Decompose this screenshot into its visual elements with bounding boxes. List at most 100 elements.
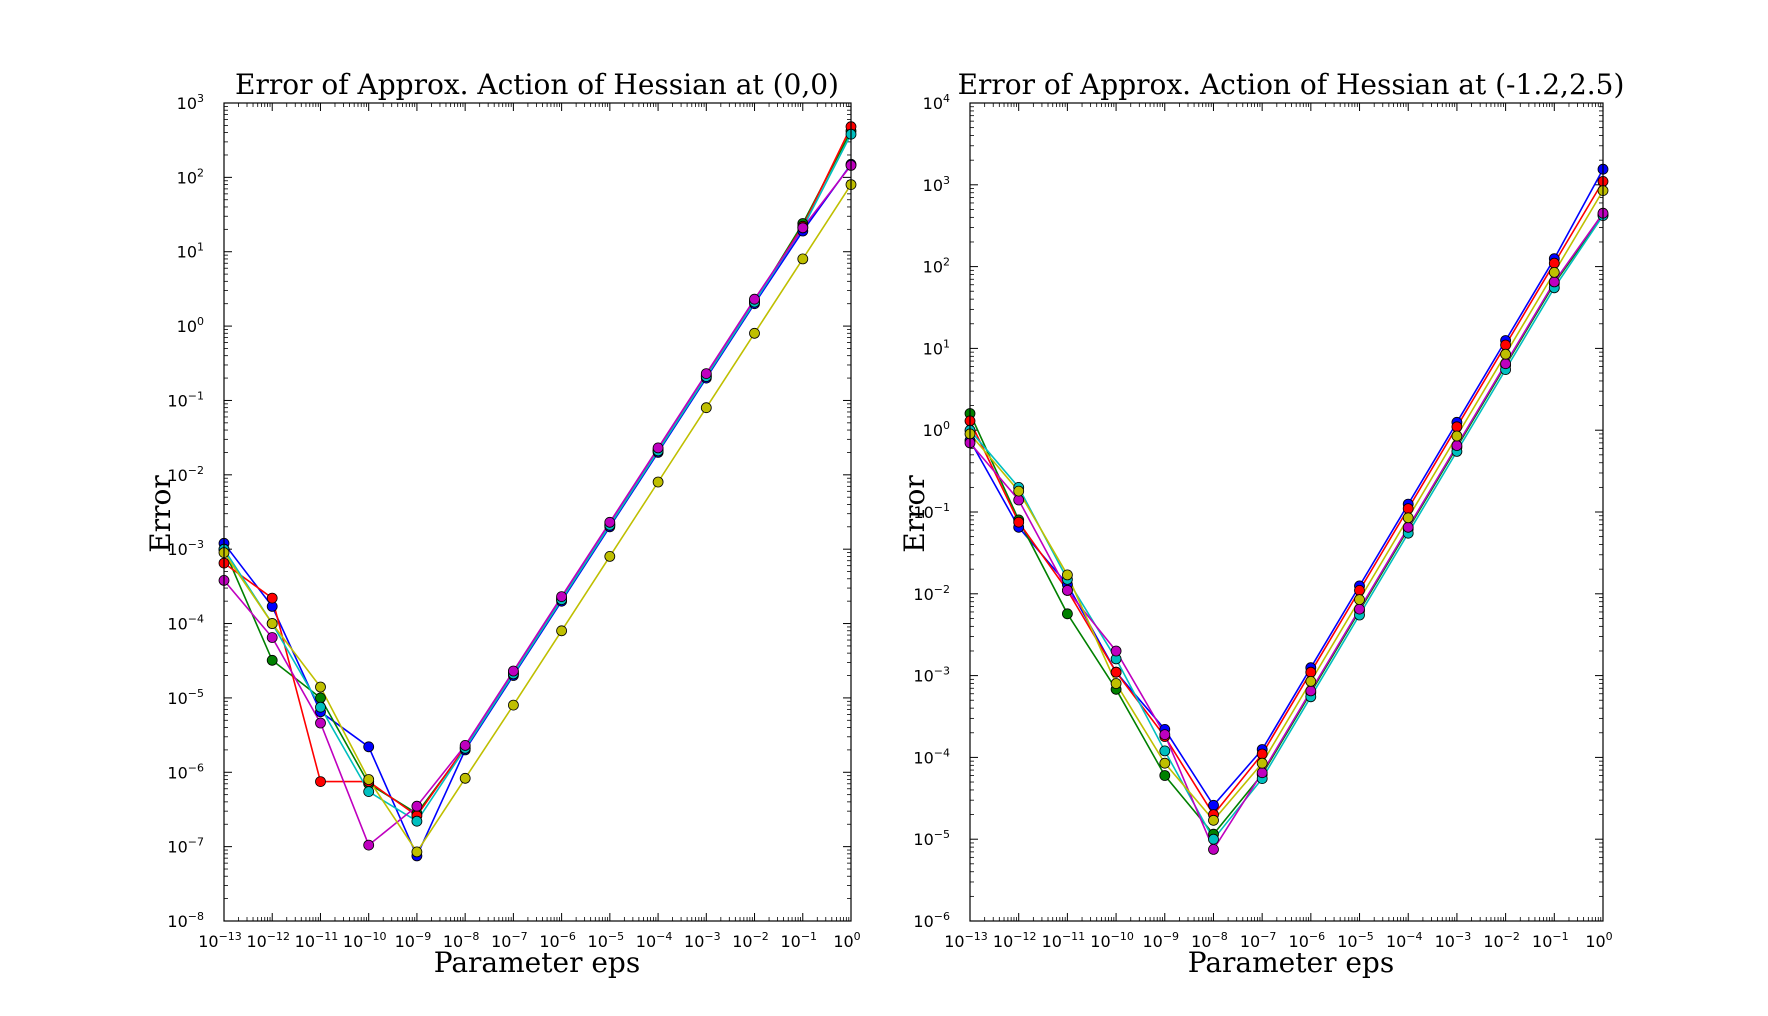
left-y-tick-label: 10−1 (167, 389, 204, 410)
left-x-tick-label: 10−10 (343, 930, 387, 951)
right-series-3-point (1305, 666, 1317, 678)
left-series-5-point (700, 368, 712, 380)
right-x-tick-label: 10−5 (1337, 930, 1374, 951)
left-x-tick-label: 10−1 (780, 930, 817, 951)
right-chart-y-axis-label: Error (898, 475, 931, 553)
left-x-tick-label: 10−5 (588, 930, 625, 951)
left-y-tick-label: 10−2 (167, 464, 204, 485)
right-series-5-point (1256, 767, 1268, 779)
left-y-tick-label: 10−7 (167, 836, 204, 857)
right-x-tick-label: 100 (1585, 930, 1612, 951)
right-x-tick-label: 10−8 (1191, 930, 1228, 951)
right-series-5-point (1500, 358, 1511, 370)
left-y-tick-label: 10−5 (167, 687, 204, 708)
left-x-tick-label: 10−2 (732, 930, 769, 951)
left-series-4-point (315, 701, 326, 713)
left-y-tick-label: 101 (177, 241, 204, 262)
left-x-tick-label: 10−3 (684, 930, 721, 951)
left-series-5-point (363, 839, 375, 851)
left-y-tick-label: 10−8 (167, 910, 204, 931)
right-series-6-point (1159, 757, 1171, 769)
right-series-5-point (1354, 603, 1365, 615)
right-x-tick-label: 10−7 (1240, 930, 1277, 951)
left-series-6-point (652, 476, 664, 488)
right-series-line-3 (969, 180, 1604, 816)
right-chart-plot-frame (969, 102, 1604, 922)
right-series-5-point (1305, 685, 1317, 697)
left-x-tick-label: 10−13 (198, 930, 242, 951)
left-series-4-point (363, 786, 375, 797)
right-series-3-point (1451, 421, 1463, 433)
right-series-2-point (1062, 608, 1073, 620)
left-chart-plot-frame (223, 102, 852, 922)
right-x-tick-label: 10−12 (993, 930, 1037, 951)
right-series-3-point (1548, 257, 1560, 269)
right-y-tick-label: 10−6 (913, 910, 950, 931)
left-series-5-point (604, 516, 616, 528)
right-series-line-6 (969, 190, 1604, 822)
right-series-5-point (1110, 645, 1122, 657)
right-series-4-point (1208, 833, 1219, 845)
left-series-5-point (556, 591, 567, 602)
left-y-tick-label: 100 (177, 315, 204, 336)
right-y-tick-label: 10−3 (913, 665, 950, 686)
left-series-2-point (266, 654, 278, 666)
left-x-tick-label: 10−6 (539, 930, 576, 951)
right-series-6-point (1013, 485, 1025, 497)
right-series-3-point (1256, 748, 1268, 760)
right-chart-title: Error of Approx. Action of Hessian at (-… (958, 68, 1625, 101)
left-series-5-point (797, 222, 809, 234)
right-y-tick-label: 10−1 (913, 501, 950, 522)
left-x-tick-label: 10−4 (636, 930, 673, 951)
left-x-tick-label: 10−11 (295, 930, 339, 951)
right-series-6-point (1256, 757, 1268, 769)
left-series-6-point (315, 681, 326, 693)
right-series-5-point (1402, 521, 1414, 533)
left-series-1-point (363, 741, 375, 753)
right-series-5-point (1208, 844, 1219, 855)
right-series-3-point (1013, 516, 1025, 528)
right-x-tick-label: 10−4 (1386, 930, 1423, 951)
left-y-tick-label: 102 (177, 166, 204, 187)
left-series-line-4 (223, 133, 852, 823)
right-y-tick-label: 100 (923, 419, 950, 440)
right-series-5-point (1451, 440, 1463, 451)
left-series-6-point (411, 846, 423, 858)
right-x-tick-label: 10−9 (1142, 930, 1179, 951)
right-series-6-point (1451, 430, 1463, 442)
right-x-tick-label: 10−13 (944, 930, 988, 951)
left-series-6-point (363, 774, 375, 785)
right-y-tick-label: 10−4 (913, 746, 950, 767)
left-chart-panel: Error of Approx. Action of Hessian at (0… (144, 68, 861, 979)
right-series-2-point (1159, 770, 1171, 781)
right-y-tick-label: 104 (923, 92, 950, 113)
left-y-tick-label: 10−3 (167, 538, 204, 559)
right-series-3-point (1500, 339, 1511, 351)
right-x-tick-label: 10−10 (1090, 930, 1134, 951)
left-series-line-5 (223, 164, 852, 847)
right-x-tick-label: 10−1 (1532, 930, 1569, 951)
right-x-tick-label: 10−11 (1042, 930, 1086, 951)
right-y-tick-label: 103 (923, 174, 950, 195)
right-series-4-point (1159, 745, 1171, 757)
right-chart-series-group (964, 163, 1609, 855)
left-x-tick-label: 10−7 (491, 930, 528, 951)
left-series-5-point (749, 293, 760, 305)
left-series-6-point (700, 402, 712, 414)
left-series-line-6 (223, 184, 852, 854)
right-series-5-point (1159, 729, 1171, 740)
right-y-tick-label: 101 (923, 337, 950, 358)
left-y-tick-label: 103 (177, 92, 204, 113)
left-series-6-point (749, 327, 760, 339)
right-series-6-point (1548, 266, 1560, 278)
right-series-6-point (1110, 678, 1122, 689)
right-chart-x-axis-label: Parameter eps (1188, 946, 1394, 979)
right-chart-panel: Error of Approx. Action of Hessian at (-… (898, 68, 1624, 979)
right-x-tick-label: 10−6 (1289, 930, 1326, 951)
left-series-6-point (266, 618, 278, 629)
right-series-3-point (1402, 503, 1414, 515)
right-series-6-point (1305, 676, 1317, 687)
left-chart-title: Error of Approx. Action of Hessian at (0… (235, 68, 839, 101)
